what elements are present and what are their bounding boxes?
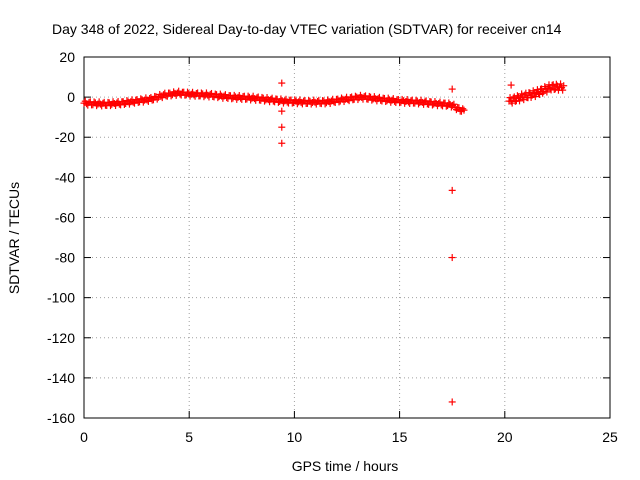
data-point	[518, 90, 526, 98]
data-point	[428, 101, 436, 109]
outlier-point	[448, 186, 456, 194]
data-point	[158, 94, 166, 102]
data-point	[445, 99, 453, 107]
x-axis-label: GPS time / hours	[292, 458, 399, 474]
y-axis-label: SDTVAR / TECUs	[6, 182, 22, 294]
data-point	[368, 96, 376, 104]
data-point	[536, 90, 544, 98]
data-point	[130, 99, 138, 107]
data-point	[422, 97, 430, 105]
y-tick-label: -20	[55, 129, 75, 145]
data-point	[214, 94, 222, 102]
y-tick-label: 20	[59, 49, 75, 65]
data-points	[80, 79, 568, 406]
data-point	[455, 104, 463, 112]
y-tick-label: -120	[47, 330, 75, 346]
x-tick-label: 25	[602, 429, 618, 445]
data-point	[559, 86, 567, 94]
data-point	[560, 82, 568, 90]
data-point	[539, 89, 547, 97]
y-tick-label: -80	[55, 250, 75, 266]
data-point	[123, 97, 131, 105]
x-tick-label: 5	[185, 429, 193, 445]
x-tick-label: 0	[80, 429, 88, 445]
y-tick-label: -160	[47, 410, 75, 426]
outlier-point	[448, 85, 456, 93]
outlier-point	[278, 123, 286, 131]
y-tick-label: -140	[47, 370, 75, 386]
outlier-point	[448, 398, 456, 406]
outlier-point	[278, 139, 286, 147]
outlier-point	[278, 107, 286, 115]
x-tick-label: 15	[392, 429, 408, 445]
y-tick-label: -100	[47, 290, 75, 306]
axis-ticks	[83, 56, 611, 419]
data-point	[324, 96, 332, 104]
data-point	[268, 94, 276, 102]
outlier-point	[507, 81, 515, 89]
data-point	[508, 99, 516, 107]
data-point	[516, 97, 524, 105]
data-point	[170, 88, 178, 96]
data-point	[450, 100, 458, 108]
y-tick-label: -60	[55, 209, 75, 225]
grid-lines	[84, 57, 610, 418]
data-point	[375, 93, 383, 101]
y-tick-label: 0	[67, 89, 75, 105]
data-point	[345, 97, 353, 105]
chart-title: Day 348 of 2022, Sidereal Day-to-day VTE…	[52, 21, 562, 37]
plot-frame	[83, 56, 611, 419]
x-tick-label: 20	[497, 429, 513, 445]
x-tick-labels: 0 5 10 15 20 25	[80, 429, 618, 445]
outlier-point	[448, 254, 456, 262]
data-point	[338, 94, 346, 102]
data-point	[543, 88, 551, 96]
x-tick-label: 10	[287, 429, 303, 445]
data-point	[460, 106, 468, 114]
data-point	[548, 81, 556, 89]
y-tick-label: -40	[55, 169, 75, 185]
y-tick-labels: 20 0 -20 -40 -60 -80 -100 -120 -140 -160	[47, 49, 75, 426]
data-point	[459, 105, 467, 113]
outlier-point	[278, 79, 286, 87]
